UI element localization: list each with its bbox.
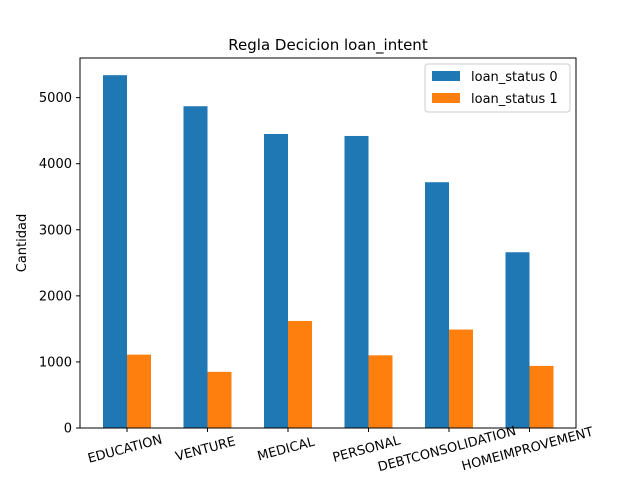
- chart-title: Regla Decicion loan_intent: [228, 36, 428, 55]
- legend-swatch: [432, 71, 460, 81]
- y-tick-label: 4000: [39, 157, 72, 172]
- bar-status1-medical: [288, 320, 312, 428]
- bars-group: [103, 75, 554, 428]
- x-tick-label: EDUCATION: [86, 432, 164, 466]
- bar-status0-venture: [183, 106, 208, 428]
- bar-status0-homeimprovement: [505, 252, 530, 428]
- bar-status1-education: [127, 354, 151, 428]
- y-tick-label: 2000: [39, 289, 72, 304]
- bar-status0-education: [103, 75, 127, 428]
- bar-status1-personal: [368, 355, 393, 428]
- bar-status1-homeimprovement: [529, 365, 554, 428]
- y-axis: 0 1000 2000 3000 4000 5000: [39, 91, 80, 437]
- x-axis: EDUCATION VENTURE MEDICAL PERSONALDEBTCONSO…: [86, 424, 595, 475]
- legend: loan_status 0 loan_status 1: [424, 63, 571, 113]
- bar-status0-personal: [344, 135, 369, 428]
- y-tick-label: 5000: [39, 91, 72, 106]
- bar-status0-debtconsolidation: [425, 182, 449, 428]
- bar-status0-medical: [264, 133, 288, 428]
- legend-label: loan_status 0: [471, 70, 558, 85]
- bar-status1-debtconsolidation: [449, 329, 473, 428]
- x-tick-label: MEDICAL: [256, 435, 317, 465]
- y-axis-label: Cantidad: [15, 214, 30, 272]
- legend-box: [424, 63, 571, 113]
- y-tick-label: 3000: [39, 223, 72, 238]
- bar-status1-venture: [207, 371, 232, 428]
- y-tick-label: 1000: [39, 355, 72, 370]
- legend-label: loan_status 1: [471, 92, 558, 107]
- x-tick-label: VENTURE: [174, 434, 237, 464]
- plot-frame: [79, 57, 577, 429]
- y-tick-label: 0: [64, 422, 72, 437]
- legend-swatch: [432, 93, 460, 103]
